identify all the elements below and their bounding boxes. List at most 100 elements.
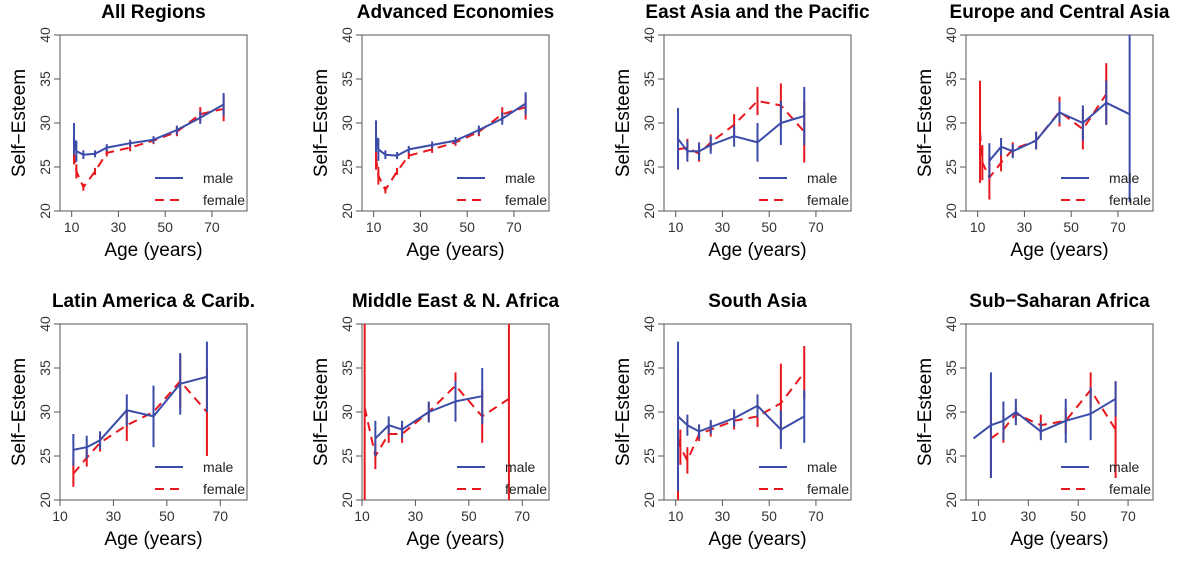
legend-label: male	[505, 459, 536, 475]
series-line	[375, 102, 527, 157]
y-tick-label: 30	[641, 404, 657, 420]
x-axis-label: Age (years)	[708, 240, 806, 261]
chart-panel: Latin America & Carib. 20 25 30 35 40 10 30 50 70…	[9, 291, 255, 550]
x-tick-label: 50	[461, 508, 477, 524]
series-line	[972, 397, 1117, 440]
y-tick-label: 35	[641, 71, 657, 87]
y-tick-label: 25	[37, 159, 53, 175]
y-tick-label: 40	[641, 316, 657, 332]
x-axis-label: Age (years)	[104, 240, 202, 261]
x-axis-label: Age (years)	[1010, 240, 1108, 261]
plot-area	[677, 341, 806, 500]
y-tick-label: 30	[339, 115, 355, 131]
y-tick-label: 20	[943, 492, 959, 508]
plot-area	[73, 93, 225, 191]
y-tick-label: 35	[641, 360, 657, 376]
y-axis-label: Self−Esteem	[613, 358, 634, 466]
series-male	[72, 341, 208, 466]
series-female	[73, 96, 225, 191]
plot-area	[972, 372, 1117, 478]
x-axis-label: Age (years)	[406, 529, 504, 550]
y-tick-label: 25	[641, 159, 657, 175]
y-axis-label: Self−Esteem	[9, 358, 30, 466]
y-tick-label: 40	[339, 27, 355, 43]
x-tick-label: 70	[1120, 508, 1136, 524]
y-tick-label: 35	[339, 360, 355, 376]
y-axis-label: Self−Esteem	[9, 69, 30, 177]
x-tick-label: 50	[1070, 508, 1086, 524]
chart-title: East Asia and the Pacific	[645, 2, 870, 23]
y-tick-label: 25	[339, 159, 355, 175]
series-female	[677, 83, 806, 167]
legend-label: female	[505, 481, 547, 497]
series-line	[677, 404, 805, 433]
legend-label: female	[203, 481, 245, 497]
x-tick-label: 70	[204, 219, 220, 235]
y-tick-label: 30	[943, 404, 959, 420]
series-line	[990, 389, 1117, 440]
legend-label: male	[807, 170, 838, 186]
series-male	[374, 368, 484, 456]
plot-area	[363, 324, 510, 500]
legend-label: male	[505, 170, 536, 186]
series-male	[677, 86, 806, 170]
series-male	[972, 372, 1117, 478]
chart-panel: Sub−Saharan Africa 20 25 30 35 40 10 30 50 70 Age …	[915, 291, 1154, 550]
y-tick-label: 40	[37, 27, 53, 43]
series-line	[73, 103, 225, 156]
chart-title: Europe and Central Asia	[950, 2, 1170, 23]
x-tick-label: 10	[64, 219, 80, 235]
x-tick-label: 30	[1021, 508, 1037, 524]
chart-panel: Advanced Economies 20 25 30 35 40 10 30 50 70Age …	[311, 2, 554, 261]
series-female	[375, 94, 527, 194]
x-tick-label: 70	[212, 508, 228, 524]
x-tick-label: 30	[715, 219, 731, 235]
series-male	[677, 341, 806, 492]
plot-area	[375, 92, 527, 194]
x-tick-label: 10	[971, 508, 987, 524]
series-female	[72, 354, 208, 487]
x-tick-label: 50	[459, 219, 475, 235]
series-male	[375, 92, 527, 161]
y-tick-label: 35	[37, 71, 53, 87]
y-tick-label: 30	[943, 115, 959, 131]
y-tick-label: 35	[37, 360, 53, 376]
series-line	[72, 380, 208, 475]
y-tick-label: 20	[641, 492, 657, 508]
series-line	[677, 371, 806, 462]
x-axis-label: Age (years)	[406, 240, 504, 261]
y-tick-label: 20	[943, 203, 959, 219]
x-tick-label: 10	[354, 508, 370, 524]
y-tick-label: 25	[37, 448, 53, 464]
y-tick-label: 35	[339, 71, 355, 87]
y-tick-label: 20	[37, 203, 53, 219]
x-tick-label: 30	[111, 219, 127, 235]
x-tick-label: 50	[761, 219, 777, 235]
x-tick-label: 30	[408, 508, 424, 524]
y-axis-label: Self−Esteem	[311, 358, 332, 466]
x-tick-label: 30	[106, 508, 122, 524]
y-tick-label: 25	[339, 448, 355, 464]
series-line	[979, 93, 1108, 179]
x-tick-label: 50	[761, 508, 777, 524]
x-tick-label: 70	[808, 219, 824, 235]
y-tick-label: 20	[37, 492, 53, 508]
legend-label: female	[807, 481, 849, 497]
y-tick-label: 30	[339, 404, 355, 420]
series-line	[677, 115, 805, 153]
y-tick-label: 25	[943, 159, 959, 175]
legend-label: male	[203, 170, 234, 186]
x-axis-label: Age (years)	[104, 529, 202, 550]
chart-title: All Regions	[101, 2, 206, 23]
y-tick-label: 35	[943, 71, 959, 87]
chart-title: South Asia	[708, 291, 807, 312]
y-tick-label: 30	[37, 404, 53, 420]
series-male	[73, 93, 225, 162]
x-tick-label: 10	[970, 219, 986, 235]
y-tick-label: 30	[37, 115, 53, 131]
y-tick-label: 25	[943, 448, 959, 464]
y-tick-label: 40	[943, 27, 959, 43]
